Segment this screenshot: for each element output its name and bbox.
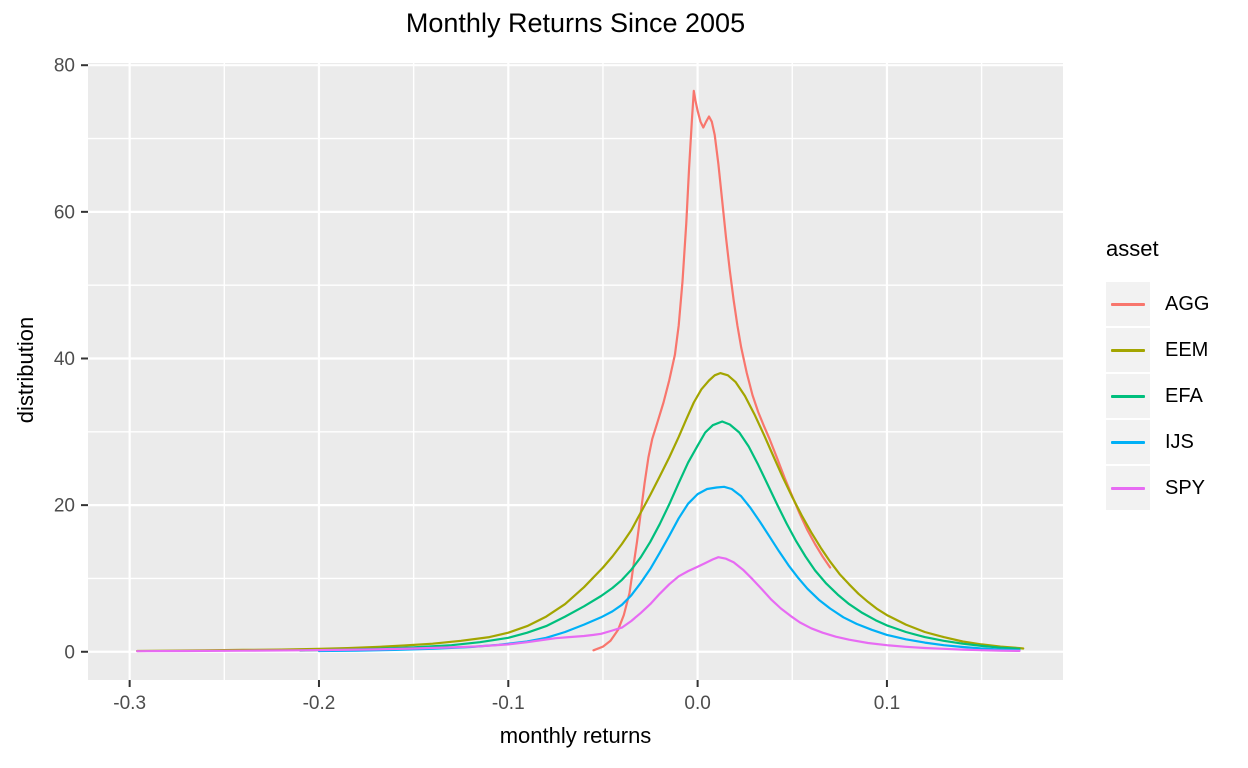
legend-label: IJS [1165, 430, 1194, 453]
legend-key-swatch [1106, 374, 1150, 418]
x-tick-label: -0.3 [113, 693, 146, 714]
legend-key-swatch [1106, 420, 1150, 464]
legend-key-swatch [1106, 328, 1150, 372]
legend-label: AGG [1165, 292, 1210, 315]
legend-item-EEM: EEM [1106, 328, 1248, 372]
x-tick-label: -0.2 [303, 693, 336, 714]
x-tick-label: 0.1 [874, 693, 900, 714]
legend-label: EFA [1165, 384, 1203, 407]
legend-key-swatch [1106, 466, 1150, 510]
legend-entries: AGG EEM EFA IJS SPY [1106, 282, 1248, 510]
legend-label: SPY [1165, 476, 1206, 499]
legend: asset AGG EEM EFA IJS SPY [1106, 236, 1248, 512]
density-curve-EFA [298, 420, 1021, 652]
y-tick-label: 60 [54, 202, 75, 223]
plot-title: Monthly Returns Since 2005 [405, 8, 746, 38]
density-curve-EEM [136, 372, 1025, 653]
density-curve-IJS [317, 485, 1021, 653]
y-tick-label: 80 [54, 56, 75, 77]
legend-key-line [1111, 394, 1145, 398]
y-tick-label: 40 [54, 349, 75, 370]
y-axis-title: distribution [13, 316, 38, 424]
panel-background [88, 63, 1063, 680]
density-curve-SPY [136, 556, 1021, 653]
density-curve-AGG [592, 89, 832, 652]
legend-item-AGG: AGG [1106, 282, 1248, 326]
legend-key-line [1111, 440, 1145, 444]
y-tick-label: 20 [54, 496, 75, 517]
legend-item-IJS: IJS [1106, 420, 1248, 464]
legend-title: asset [1106, 236, 1159, 261]
legend-item-SPY: SPY [1106, 466, 1248, 510]
legend-key-line [1111, 348, 1145, 352]
y-tick-label: 0 [64, 642, 75, 663]
legend-key-swatch [1106, 282, 1150, 326]
legend-label: EEM [1165, 338, 1209, 361]
legend-key-line [1111, 302, 1145, 306]
x-tick-label: -0.1 [492, 693, 525, 714]
legend-key-line [1111, 486, 1145, 490]
legend-item-EFA: EFA [1106, 374, 1248, 418]
x-axis-title: monthly returns [499, 723, 652, 748]
x-tick-label: 0.0 [684, 693, 710, 714]
